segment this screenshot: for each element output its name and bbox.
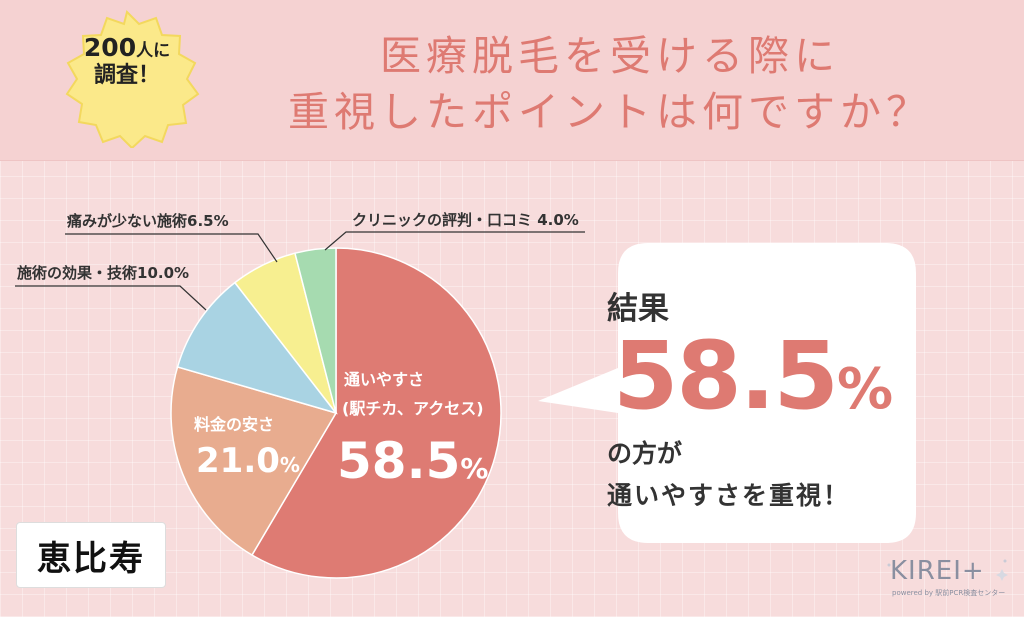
slice-label-access: 通いやすさ [344, 370, 424, 389]
pie-slice-effect [176, 281, 339, 415]
slice-value-price-pct: % [280, 453, 300, 477]
pie-slice-access [250, 247, 502, 579]
badge-text: 200人に 調査！ [52, 33, 202, 88]
speech-bubble [538, 243, 916, 543]
badge-count-suffix: 人に [136, 41, 171, 61]
pie-slice-reputation [294, 247, 337, 414]
slice-label-price: 料金の安さ [194, 415, 274, 434]
slice-value-price: 21.0% [196, 441, 300, 481]
slice-label-access-sub: (駅チカ、アクセス) [342, 399, 484, 418]
result-line1: の方が [607, 439, 683, 468]
badge-count: 200 [83, 33, 137, 62]
callout-line-reputation [324, 231, 585, 251]
callout-label-pain: 痛みが少ない施術6.5% [66, 212, 229, 230]
result-value-num: 58.5 [613, 322, 839, 431]
slice-value-access: 58.5% [337, 432, 488, 490]
callout-label-reputation: クリニックの評判・口コミ 4.0% [352, 211, 579, 229]
title-line1: 医療脱毛を受ける際に [380, 32, 840, 80]
result-label: 結果 [607, 291, 669, 327]
result-value-pct: % [836, 357, 893, 422]
badge-line2: 調査！ [93, 62, 160, 88]
page-title: 医療脱毛を受ける際に 重視したポイントは何ですか？ [230, 28, 990, 140]
callout-label-effect: 施術の効果・技術10.0% [17, 264, 189, 282]
badge-star-icon [65, 10, 200, 148]
result-line2: 通いやすさを重視！ [607, 481, 851, 510]
sparkle-icon [887, 559, 1008, 581]
slice-value-access-pct: % [460, 452, 488, 485]
slice-value-price-num: 21.0 [196, 441, 280, 481]
pie-slices [170, 247, 502, 579]
logo-name: KIREI+ [890, 556, 985, 586]
callout-line-pain [65, 233, 278, 263]
callout-line-effect [15, 285, 207, 311]
result-value: 58.5% [613, 322, 893, 431]
logo-subtitle: powered by 駅前PCR検査センター [892, 589, 1006, 597]
callout-lines [15, 231, 585, 311]
title-line2: 重視したポイントは何ですか？ [288, 88, 932, 136]
location-label: 恵比寿 [16, 522, 166, 588]
slice-value-access-num: 58.5 [337, 432, 460, 490]
pie-slice-price [170, 366, 338, 557]
